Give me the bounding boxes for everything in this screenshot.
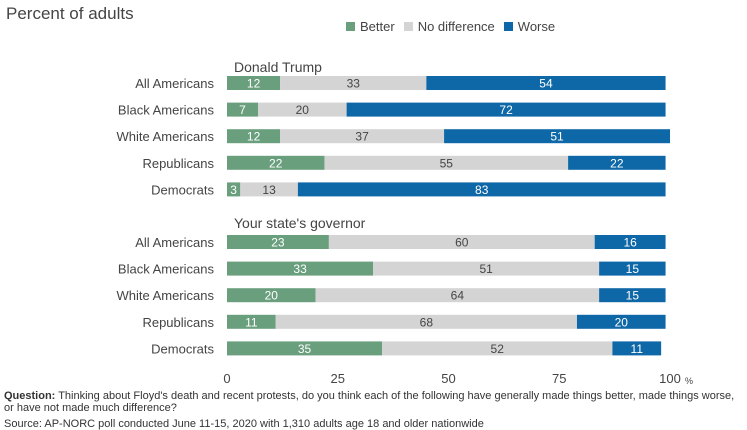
legend-label-better: Better	[360, 19, 395, 34]
data-label: 15	[626, 289, 640, 303]
x-tick-label: 50	[441, 371, 455, 386]
x-tick-label: 25	[331, 371, 345, 386]
legend: Better No difference Worse	[346, 19, 564, 34]
question-text: Thinking about Floyd's death and recent …	[4, 390, 735, 414]
bar-segment-no-difference	[275, 314, 577, 329]
stacked-bar-chart: Donald Trump All Americans 12 33 54 Black Ame…	[116, 59, 693, 386]
bar-segment-better	[227, 314, 276, 329]
legend-item-worse: Worse	[503, 19, 556, 34]
legend-swatch-worse	[503, 22, 513, 31]
data-label: 68	[420, 315, 434, 329]
bar-segment-worse	[568, 155, 666, 170]
category-label: Democrats	[151, 341, 214, 356]
data-label: 33	[293, 262, 307, 276]
data-label: 12	[247, 130, 261, 144]
bar-segment-worse	[426, 76, 666, 90]
x-unit-label: %	[685, 376, 693, 386]
bar-segment-better	[227, 155, 325, 170]
group-title: Donald Trump	[234, 59, 322, 75]
data-label: 54	[539, 77, 553, 91]
legend-swatch-no-difference	[403, 22, 413, 31]
footnote-question: Question: Thinking about Floyd's death a…	[4, 390, 744, 414]
data-label: 15	[626, 262, 640, 276]
data-label: 22	[269, 156, 283, 170]
category-label: All Americans	[135, 76, 214, 91]
category-label: Democrats	[151, 182, 214, 197]
bar-segment-worse	[612, 341, 662, 356]
data-label: 52	[491, 342, 505, 356]
bar-segment-worse	[599, 261, 666, 276]
data-label: 23	[271, 236, 285, 250]
bar-segment-better	[227, 288, 316, 303]
footnote-source: Source: AP-NORC poll conducted June 11-1…	[4, 418, 484, 430]
data-label: 20	[615, 315, 629, 329]
bar-segment-no-difference	[328, 235, 595, 249]
bar-segment-no-difference	[280, 129, 445, 144]
category-label: White Americans	[116, 288, 214, 303]
data-label: 7	[239, 103, 246, 117]
bar-segment-no-difference	[373, 261, 600, 276]
data-label: 13	[262, 183, 276, 197]
data-label: 3	[230, 183, 237, 197]
bar-segment-no-difference	[280, 76, 427, 90]
bar-segment-worse	[594, 235, 666, 249]
legend-label-no-difference: No difference	[417, 19, 495, 34]
bar-segment-no-difference	[258, 102, 347, 117]
category-label: Republicans	[142, 315, 214, 330]
data-label: 11	[631, 342, 644, 356]
data-label: 72	[499, 103, 513, 117]
bar-segment-worse	[346, 102, 666, 117]
x-tick-label: 0	[223, 371, 230, 386]
bar-segment-no-difference	[382, 341, 613, 356]
bar-segment-no-difference	[324, 155, 569, 170]
bar-segment-worse	[297, 182, 666, 197]
data-label: 51	[550, 130, 564, 144]
bar-segment-better	[227, 341, 383, 356]
bar-segment-better	[227, 102, 259, 117]
category-label: Black Americans	[118, 103, 215, 118]
bar-segment-worse	[576, 314, 666, 329]
question-label: Question:	[4, 390, 56, 402]
data-label: 11	[245, 315, 258, 329]
bar-segment-worse	[599, 288, 666, 303]
data-label: 51	[479, 262, 493, 276]
category-label: Black Americans	[118, 262, 215, 277]
group-title: Your state's governor	[234, 215, 366, 231]
legend-item-no-difference: No difference	[403, 19, 495, 34]
legend-label-worse: Worse	[517, 19, 556, 34]
category-label: White Americans	[116, 129, 214, 144]
bar-segment-better	[227, 261, 374, 276]
data-label: 64	[451, 289, 465, 303]
legend-swatch-better	[346, 22, 355, 31]
data-label: 55	[440, 156, 454, 170]
data-label: 20	[296, 103, 310, 117]
bar-segment-no-difference	[240, 182, 298, 197]
category-label: Republicans	[142, 156, 214, 171]
legend-item-better: Better	[346, 19, 395, 34]
x-tick-label: 75	[552, 371, 566, 386]
bar-segment-better	[227, 182, 241, 197]
data-label: 33	[347, 77, 361, 91]
chart-subtitle: Percent of adults	[6, 4, 134, 23]
data-label: 22	[610, 156, 624, 170]
category-label: All Americans	[135, 235, 214, 250]
data-label: 20	[265, 289, 279, 303]
bar-segment-better	[227, 76, 281, 90]
data-label: 16	[623, 236, 637, 250]
bar-segment-better	[227, 129, 281, 144]
data-label: 83	[475, 183, 489, 197]
x-tick-label: 100	[659, 371, 681, 386]
bar-segment-no-difference	[315, 288, 600, 303]
data-label: 37	[355, 130, 369, 144]
data-label: 12	[247, 77, 261, 91]
data-label: 60	[455, 236, 469, 250]
bar-segment-better	[227, 235, 329, 249]
bar-segment-worse	[444, 129, 670, 144]
data-label: 35	[298, 342, 312, 356]
